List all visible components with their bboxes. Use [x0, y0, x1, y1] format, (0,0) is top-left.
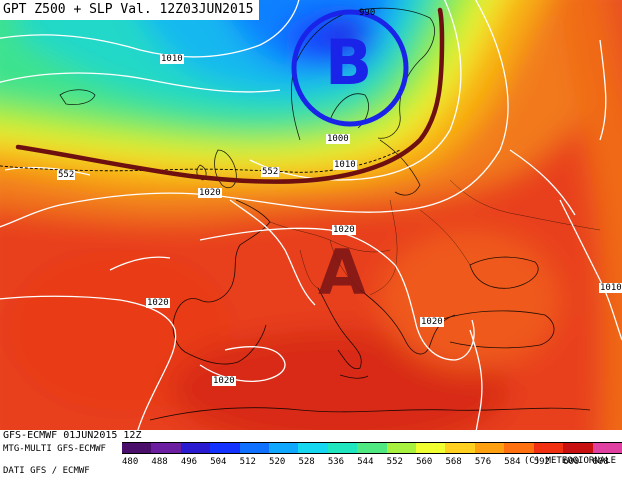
coastlines	[59, 7, 591, 421]
color-scale-tick: 520	[269, 457, 286, 467]
isobar-label: 1020	[332, 225, 356, 235]
color-scale-tick: 600	[563, 457, 580, 467]
color-scale-tick: 480	[122, 457, 139, 467]
color-scale-swatch	[151, 443, 181, 453]
isobar-label: 1020	[212, 376, 236, 386]
low-pressure-letter: B	[325, 26, 373, 99]
product-label: MTG-MULTI GFS-ECMWF	[3, 444, 106, 454]
weather-map: B A 1010 990 1000 1010 1010 1020 1020 10…	[0, 0, 622, 430]
high-pressure-letter: A	[318, 236, 366, 309]
color-scale-swatch	[416, 443, 446, 453]
trough-line	[15, 7, 445, 184]
data-source-label: DATI GFS / ECMWF	[3, 466, 90, 476]
color-scale-tick: 528	[298, 457, 315, 467]
color-scale-swatch	[386, 443, 417, 453]
gpt-label: 552	[261, 167, 280, 177]
isobar-label: 1010	[160, 54, 184, 64]
map-title: GPT Z500 + SLP Val. 12Z03JUN2015	[0, 0, 260, 20]
isobars	[0, 0, 622, 430]
color-scale-swatch	[357, 443, 387, 453]
color-scale-swatch	[563, 443, 593, 453]
color-scale-bar	[122, 442, 622, 454]
color-scale-tick: 608	[592, 457, 609, 467]
color-scale-tick: 552	[386, 457, 403, 467]
color-scale-tick: 496	[180, 457, 198, 467]
color-scale-tick: 568	[445, 457, 462, 467]
color-scale-tick: 512	[239, 457, 256, 467]
color-scale-swatch	[445, 443, 475, 453]
copyright-label: (C) METEOGIORNALE	[523, 456, 616, 466]
color-scale-tick: 536	[327, 457, 345, 467]
color-scale-swatch	[269, 443, 299, 453]
color-scale-tick: 488	[151, 457, 168, 467]
color-scale-tick: 504	[210, 457, 227, 467]
color-scale-swatch	[210, 443, 240, 453]
color-scale-swatch	[122, 443, 152, 453]
color-scale-tick: 592	[533, 457, 550, 467]
color-scale-tick: 544	[357, 457, 374, 467]
isobar-label: 1000	[326, 134, 350, 144]
gpt-label: 552	[57, 170, 76, 180]
color-scale-swatch	[533, 443, 564, 453]
isobar-label: 1020	[198, 188, 222, 198]
color-scale-swatch	[180, 443, 211, 453]
country-borders	[269, 179, 601, 296]
isobar-label: 1020	[146, 298, 170, 308]
isobar-label: 1010	[333, 160, 357, 170]
color-scale-swatch	[239, 443, 270, 453]
isobar-label: 1020	[420, 317, 444, 327]
isobar-label: 990	[359, 8, 376, 18]
color-scale-ticks: 480 488 496 504 512 520 528 536 544 552 560 568 576 5…	[122, 457, 622, 468]
color-scale-swatch	[504, 443, 534, 453]
color-scale-tick: 584	[504, 457, 521, 467]
color-scale-swatch	[474, 443, 505, 453]
map-footer: GFS-ECMWF 01JUN2015 12Z MTG-MULTI GFS-EC…	[0, 430, 622, 480]
color-scale-swatch	[298, 443, 328, 453]
model-run-label: GFS-ECMWF 01JUN2015 12Z	[3, 430, 142, 441]
color-scale-tick: 576	[474, 457, 492, 467]
color-scale-swatch	[327, 443, 358, 453]
color-scale-swatch	[592, 443, 622, 453]
color-scale-tick: 560	[416, 457, 433, 467]
isobar-label: 1010	[599, 283, 622, 293]
geopotential-field	[0, 0, 622, 430]
low-pressure-ring	[291, 9, 409, 127]
